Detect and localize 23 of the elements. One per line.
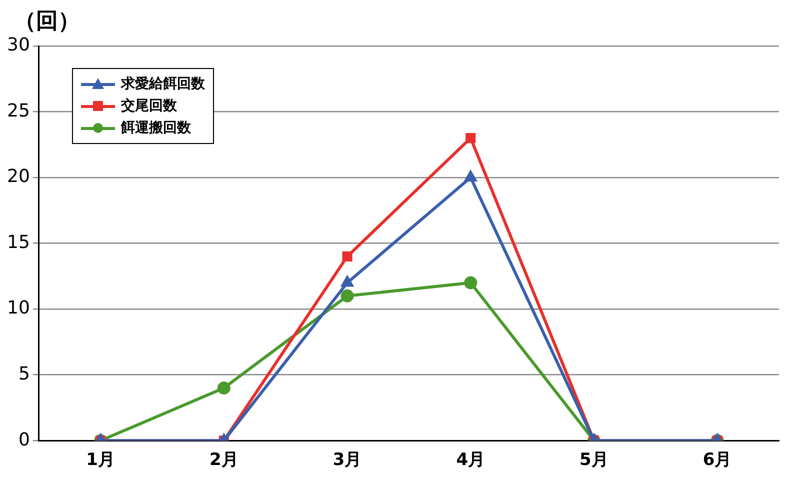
x-tick-label: 1月	[86, 450, 115, 470]
y-axis-title: （回）	[14, 8, 80, 36]
x-tick-label: 3月	[332, 450, 362, 470]
x-tick-label: 5月	[580, 450, 608, 470]
point	[464, 276, 478, 290]
point	[340, 289, 354, 302]
x-tick-label: 6月	[702, 450, 732, 470]
legend-label: 求愛給餌回数	[121, 75, 205, 94]
y-tick-label: 15	[7, 232, 30, 253]
x-tick-label: 4月	[456, 450, 486, 470]
y-tick-label: 20	[7, 166, 30, 188]
y-tick-label: 0	[18, 429, 30, 450]
y-tick-label: 25	[7, 100, 30, 122]
point	[342, 251, 352, 262]
y-tick-label: 30	[7, 34, 30, 56]
point	[464, 171, 476, 182]
legend-label: 餌運搬回数	[121, 119, 191, 138]
point	[341, 276, 354, 287]
x-tick-label: 2月	[210, 450, 238, 470]
y-tick-label: 5	[18, 364, 30, 385]
legend-label: 交尾回数	[121, 96, 177, 116]
y-tick-label: 10	[7, 298, 30, 319]
point	[466, 133, 476, 144]
